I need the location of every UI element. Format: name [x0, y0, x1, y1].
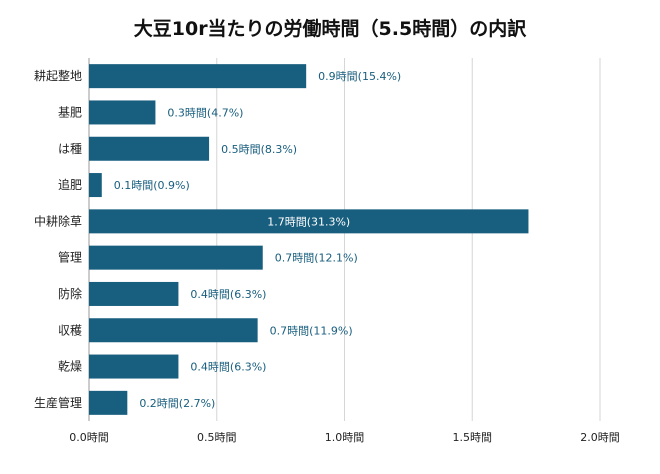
bar — [89, 100, 156, 125]
category-label: 管理 — [58, 250, 82, 265]
bar — [89, 136, 210, 161]
data-label: 0.7時間(12.1%) — [275, 252, 358, 265]
category-label: 中耕除草 — [34, 213, 82, 228]
category-label: は種 — [58, 142, 82, 156]
category-label: 基肥 — [58, 105, 82, 119]
category-label: 防除 — [58, 286, 82, 301]
labels: 0.0時間 0.5時間 1.0時間 1.5時間 2.0時間 耕起整地 0.9時間(15.4%… — [34, 68, 620, 444]
bar — [89, 281, 179, 306]
data-label: 0.2時間(2.7%) — [139, 397, 215, 410]
bar — [89, 245, 263, 270]
category-label: 乾燥 — [58, 360, 82, 374]
data-label: 0.9時間(15.4%) — [318, 70, 401, 83]
x-tick-label: 0.0時間 — [69, 431, 109, 444]
data-label: 0.3時間(4.7%) — [167, 106, 243, 119]
data-label: 0.1時間(0.9%) — [114, 179, 190, 192]
bar — [89, 173, 102, 198]
data-label: 0.4時間(6.3%) — [190, 361, 266, 374]
bars — [89, 64, 529, 415]
bar — [89, 390, 128, 415]
bar — [89, 209, 529, 234]
category-label: 耕起整地 — [34, 68, 82, 83]
x-tick-label: 1.5時間 — [453, 431, 493, 444]
bar — [89, 64, 307, 89]
data-label: 1.7時間(31.3%) — [267, 215, 350, 228]
data-label: 0.7時間(11.9%) — [270, 324, 353, 337]
x-tick-label: 1.0時間 — [325, 431, 365, 444]
category-label: 追肥 — [58, 177, 82, 192]
category-label: 収穫 — [58, 323, 82, 337]
x-tick-label: 2.0時間 — [580, 431, 620, 444]
bar — [89, 354, 179, 379]
data-label: 0.5時間(8.3%) — [221, 143, 297, 156]
data-label: 0.4時間(6.3%) — [190, 288, 266, 301]
chart-title: 大豆10r当たりの労働時間（5.5時間）の内訳 — [133, 18, 527, 40]
category-label: 生産管理 — [34, 395, 82, 410]
bar — [89, 318, 258, 343]
x-tick-label: 0.5時間 — [197, 431, 237, 444]
